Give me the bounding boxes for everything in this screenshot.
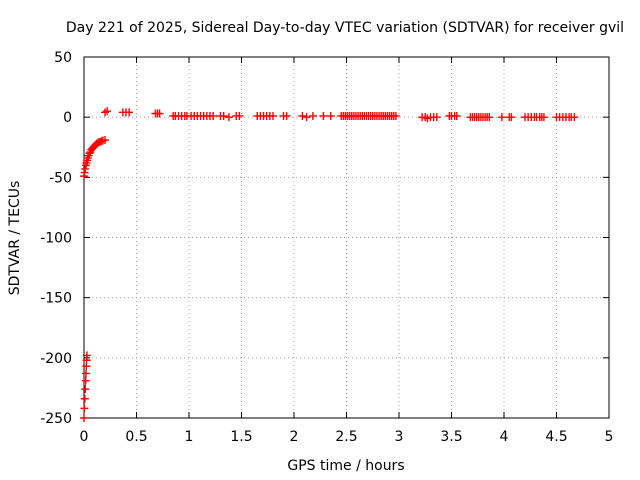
y-tick-label: -200 <box>40 351 72 367</box>
x-tick-label: 3.5 <box>440 429 462 445</box>
x-tick-label: 0.5 <box>125 429 147 445</box>
data-point <box>485 113 494 122</box>
data-point <box>81 376 90 385</box>
data-point <box>539 113 548 122</box>
x-tick-label: 5 <box>605 429 614 445</box>
data-point <box>80 394 89 403</box>
data-point <box>391 111 400 120</box>
data-point <box>219 111 228 120</box>
data-point <box>570 113 579 122</box>
x-tick-label: 3 <box>395 429 404 445</box>
data-point <box>507 113 516 122</box>
y-tick-label: 0 <box>63 110 72 126</box>
data-point <box>269 111 277 120</box>
data-point <box>81 369 90 378</box>
data-point <box>101 108 109 117</box>
chart-title: Day 221 of 2025, Sidereal Day-to-day VTE… <box>66 20 624 36</box>
data-point <box>125 108 134 117</box>
x-axis-label: GPS time / hours <box>287 458 404 474</box>
data-point <box>80 404 89 413</box>
x-tick-label: 1 <box>185 429 194 445</box>
data-point <box>155 109 164 118</box>
data-point <box>326 111 335 120</box>
data-point <box>101 136 109 145</box>
data-point <box>209 111 218 120</box>
data-point <box>452 111 461 120</box>
data-point <box>319 111 328 120</box>
x-tick-label: 0 <box>80 429 89 445</box>
data-point <box>298 111 307 120</box>
data-point <box>497 113 506 122</box>
y-tick-label: -150 <box>40 291 72 307</box>
data-point <box>81 385 90 394</box>
data-point <box>85 149 94 158</box>
y-axis-label: SDTVAR / TECUs <box>7 181 23 296</box>
data-point <box>308 111 317 120</box>
x-tick-label: 4 <box>500 429 509 445</box>
data-point <box>302 113 311 122</box>
data-points <box>80 107 579 422</box>
x-tick-label: 2.5 <box>335 429 357 445</box>
x-tick-labels: 0 0.5 1 1.5 2 2.5 3 3.5 4 4.5 5 <box>80 429 614 445</box>
data-point <box>103 107 112 116</box>
y-tick-label: -250 <box>40 411 72 427</box>
data-point <box>282 111 291 120</box>
y-tick-label: -50 <box>49 170 72 186</box>
data-point <box>82 351 91 360</box>
data-point <box>235 111 244 120</box>
data-point <box>80 414 88 422</box>
data-point <box>432 113 441 122</box>
x-tick-label: 4.5 <box>545 429 567 445</box>
data-point <box>224 113 233 122</box>
y-tick-label: -100 <box>40 231 72 247</box>
x-tick-label: 1.5 <box>230 429 252 445</box>
x-tick-label: 2 <box>290 429 299 445</box>
y-tick-labels: 50 0 -50 -100 -150 -200 -250 <box>40 50 72 427</box>
grid-lines <box>84 57 609 418</box>
y-tick-label: 50 <box>54 50 72 66</box>
